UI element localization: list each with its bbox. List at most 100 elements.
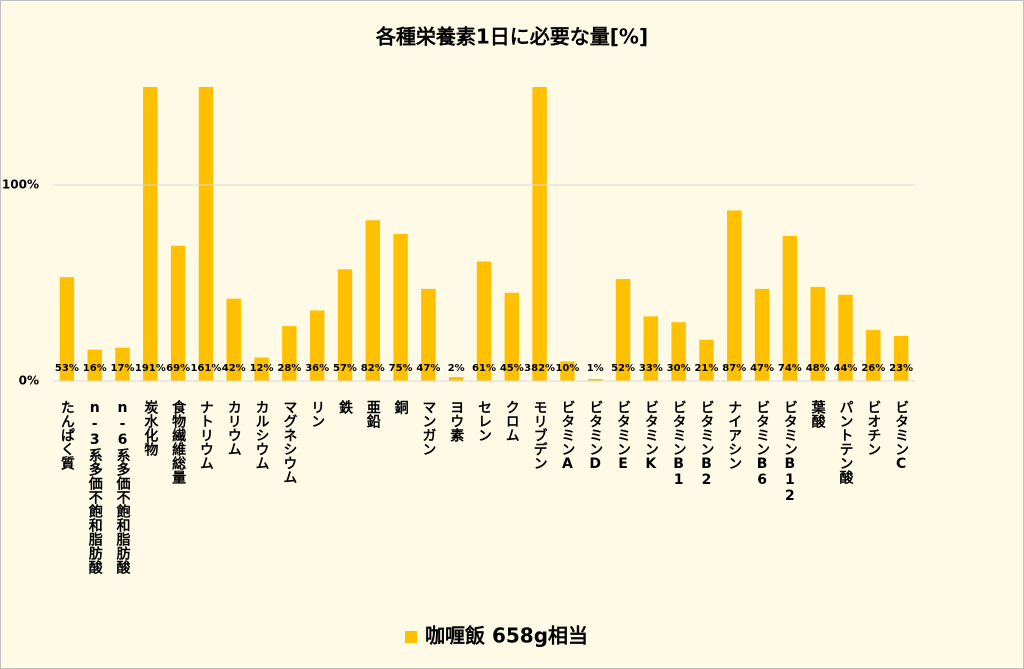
bar — [504, 292, 520, 381]
bar — [727, 210, 742, 381]
bar — [699, 339, 714, 381]
data-label: 47% — [416, 363, 440, 374]
data-label: 45% — [500, 363, 524, 374]
data-label: 75% — [389, 363, 413, 374]
data-label: 17% — [111, 363, 135, 374]
x-tick-label: ビタミンB2 — [698, 400, 714, 488]
data-label: 191% — [135, 363, 166, 374]
chart-title: 各種栄養素1日に必要な量[%] — [375, 25, 648, 49]
x-tick-label: ナトリウム — [198, 400, 214, 470]
bar — [671, 322, 686, 381]
x-tick-label: ビタミンB6 — [754, 400, 770, 488]
bar — [893, 335, 909, 381]
bar — [115, 347, 130, 381]
bar — [59, 277, 75, 381]
data-label: 23% — [889, 363, 913, 374]
x-tick-label: 鉄 — [337, 399, 353, 415]
bar — [226, 298, 241, 381]
bar — [476, 261, 492, 381]
data-label: 42% — [222, 363, 246, 374]
bar — [365, 220, 381, 381]
bar — [838, 294, 853, 381]
bar — [448, 377, 464, 381]
legend-swatch — [405, 631, 417, 643]
data-label: 12% — [250, 363, 274, 374]
bar — [337, 269, 353, 381]
bar — [560, 361, 575, 381]
x-tick-label: ビタミンK — [643, 400, 659, 472]
x-tick-label: ビタミンD — [587, 400, 603, 472]
bar — [615, 279, 631, 381]
data-label: 82% — [361, 363, 385, 374]
x-tick-label: ビオチン — [865, 400, 881, 456]
x-tick-label: 炭水化物 — [142, 399, 158, 457]
x-tick-label: リン — [309, 400, 325, 428]
data-label: 53% — [55, 363, 79, 374]
y-tick-label: 0% — [19, 374, 39, 388]
legend-label: 咖喱飯 658g相当 — [425, 624, 588, 648]
data-label: 28% — [277, 363, 301, 374]
bar — [782, 235, 798, 381]
data-label: 30% — [667, 363, 691, 374]
x-tick-label: 亜鉛 — [365, 400, 381, 429]
x-tick-label: ビタミンA — [559, 400, 575, 472]
bar — [643, 316, 659, 381]
data-label: 87% — [722, 363, 746, 374]
x-tick-label: カルシウム — [254, 400, 270, 470]
bar — [143, 87, 158, 381]
x-tick-label: マンガン — [420, 400, 436, 456]
data-label: 16% — [83, 363, 107, 374]
x-tick-label: モリブデン — [532, 400, 548, 470]
data-label: 69% — [166, 363, 190, 374]
data-label: 44% — [834, 363, 858, 374]
data-label: 57% — [333, 363, 357, 374]
x-tick-label: ビタミンC — [893, 400, 909, 472]
data-label: 33% — [639, 363, 663, 374]
x-tick-label: 葉酸 — [810, 399, 827, 429]
bar — [309, 310, 325, 381]
bar — [866, 330, 881, 381]
bar — [170, 245, 186, 381]
bar — [282, 326, 297, 381]
bar — [754, 288, 770, 381]
x-tick-label: ビタミンB12 — [782, 400, 798, 504]
data-label: 382% — [524, 363, 555, 374]
x-tick-label: カリウム — [226, 400, 242, 456]
data-label: 21% — [694, 363, 718, 374]
x-tick-label: ビタミンB1 — [671, 400, 687, 488]
bar — [810, 286, 825, 381]
x-tick-label: ナイアシン — [726, 400, 742, 470]
x-tick-label: たんぱく質 — [59, 400, 75, 471]
x-tick-label: 食物繊維総量 — [170, 399, 186, 485]
data-label: 10% — [555, 363, 579, 374]
data-label: 61% — [472, 363, 496, 374]
bar — [254, 357, 269, 381]
data-label: 2% — [448, 363, 465, 374]
data-label: 1% — [587, 363, 604, 374]
bar — [532, 87, 547, 381]
data-label: 74% — [778, 363, 802, 374]
data-label: 52% — [611, 363, 635, 374]
x-tick-label: ヨウ素 — [448, 400, 464, 443]
x-tick-label: n-6系多価不飽和脂肪酸 — [115, 400, 132, 575]
data-label: 47% — [750, 363, 774, 374]
bar — [87, 349, 102, 381]
bar — [421, 288, 436, 381]
y-tick-label: 100% — [2, 178, 39, 192]
plot-area — [59, 87, 909, 381]
bar — [587, 379, 603, 381]
x-tick-label: セレン — [476, 400, 492, 442]
data-label: 161% — [190, 363, 221, 374]
data-label: 48% — [806, 363, 830, 374]
x-tick-label: パントテン酸 — [837, 400, 853, 485]
bar — [393, 234, 408, 381]
data-label: 36% — [305, 363, 329, 374]
x-tick-label: クロム — [504, 400, 520, 442]
x-tick-label: マグネシウム — [281, 400, 297, 484]
x-tick-label: ビタミンE — [615, 400, 631, 472]
bar — [198, 87, 214, 381]
x-tick-label: 銅 — [393, 399, 409, 415]
x-tick-label: n-3系多価不飽和脂肪酸 — [87, 400, 104, 575]
data-label: 26% — [861, 363, 885, 374]
